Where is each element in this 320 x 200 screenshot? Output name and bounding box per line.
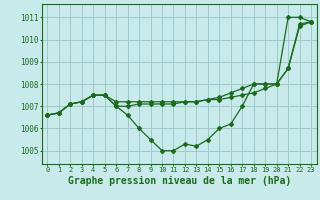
X-axis label: Graphe pression niveau de la mer (hPa): Graphe pression niveau de la mer (hPa) [68, 176, 291, 186]
